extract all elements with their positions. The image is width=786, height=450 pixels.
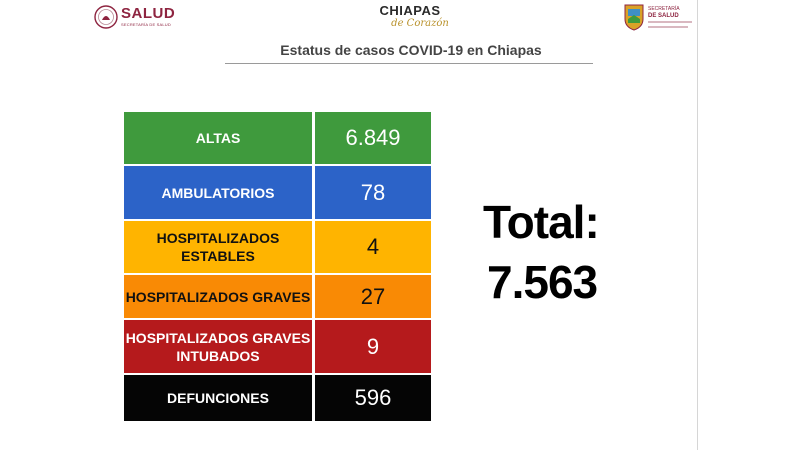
total-label: Total: <box>483 196 600 248</box>
status-value: 9 <box>315 320 431 373</box>
status-label: HOSPITALIZADOS GRAVES <box>124 275 312 318</box>
total-value: 7.563 <box>487 256 598 308</box>
table-row: HOSPITALIZADOS GRAVES INTUBADOS 9 <box>124 320 431 373</box>
status-label: HOSPITALIZADOS GRAVES INTUBADOS <box>124 320 312 373</box>
page-edge-rule <box>697 0 698 450</box>
state-logo-line2: DE SALUD <box>648 13 679 19</box>
chiapas-logo: CHIAPAS de Corazón <box>360 4 460 34</box>
title-underline <box>225 63 593 64</box>
status-table: ALTAS 6.849 AMBULATORIOS 78 HOSPITALIZAD… <box>124 112 431 421</box>
status-label: DEFUNCIONES <box>124 375 312 421</box>
status-label: ALTAS <box>124 112 312 164</box>
state-logo-subline <box>648 21 692 23</box>
status-value: 4 <box>315 221 431 273</box>
chiapas-logo-script: de Corazón <box>391 18 449 29</box>
page-title: Estatus de casos COVID-19 en Chiapas <box>280 42 542 58</box>
status-value: 596 <box>315 375 431 421</box>
table-row: DEFUNCIONES 596 <box>124 375 431 421</box>
salud-logo-text: SALUD <box>121 5 176 22</box>
status-value: 6.849 <box>315 112 431 164</box>
state-logo-line1: SECRETARÍA <box>648 6 680 12</box>
status-value: 78 <box>315 166 431 219</box>
status-label: AMBULATORIOS <box>124 166 312 219</box>
table-row: HOSPITALIZADOS GRAVES 27 <box>124 275 431 318</box>
chiapas-logo-main: CHIAPAS <box>379 3 441 18</box>
table-row: ALTAS 6.849 <box>124 112 431 164</box>
salud-logo-subtext: SECRETARÍA DE SALUD <box>121 22 171 27</box>
status-value: 27 <box>315 275 431 318</box>
state-health-logo: SECRETARÍA DE SALUD <box>623 3 695 33</box>
salud-logo: SALUD SECRETARÍA DE SALUD <box>94 5 190 33</box>
state-logo-subline <box>648 26 688 28</box>
national-seal-icon <box>94 5 118 29</box>
state-shield-icon <box>624 4 644 31</box>
status-label: HOSPITALIZADOS ESTABLES <box>124 221 312 273</box>
table-row: HOSPITALIZADOS ESTABLES 4 <box>124 221 431 273</box>
table-row: AMBULATORIOS 78 <box>124 166 431 219</box>
